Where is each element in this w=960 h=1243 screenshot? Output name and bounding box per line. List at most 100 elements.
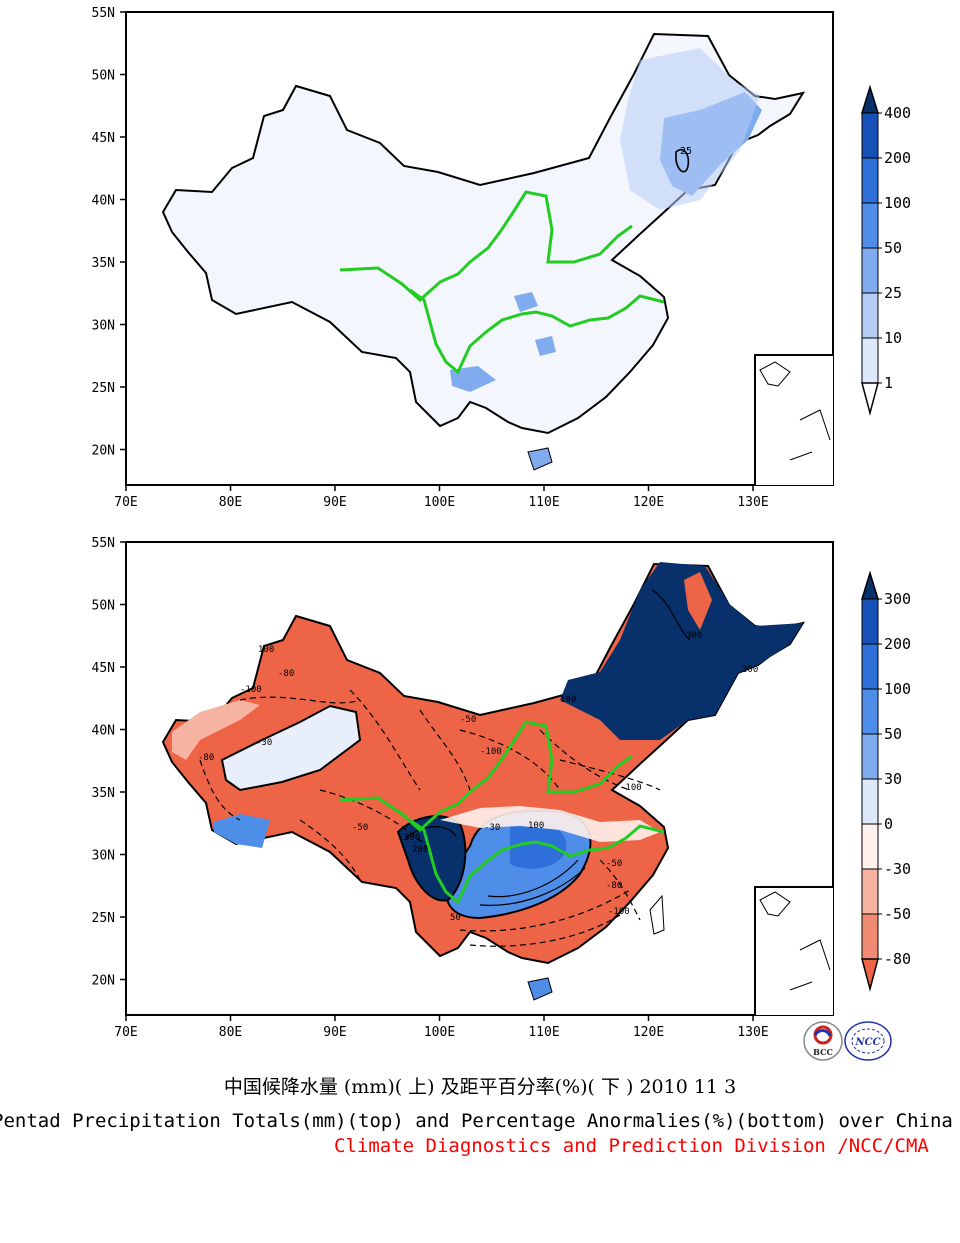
solid-contours [403,589,691,906]
lon-tick-label: 90E [323,495,346,510]
colorbar-min-arrow [861,382,879,416]
contour-25-top [675,148,690,173]
lat-tick-label: 30N [92,319,115,334]
contour-label: 100 [528,821,544,831]
colorbar-label: 200 [884,635,911,653]
colorbar-segment [861,598,879,645]
lon-tick-label: 100E [424,495,455,510]
inset-coastline-anomaly [759,891,831,991]
colorbar-label: 100 [884,680,911,698]
colorbar-label: -30 [884,860,911,878]
lon-tick-label: 100E [424,1025,455,1040]
contour-label: -80 [606,881,622,891]
contour-label: 100 [258,645,274,655]
precip-shade-central [514,292,538,312]
lat-tick-label: 55N [92,536,115,551]
precip-shade-hainan [527,447,553,471]
precipitation-totals-map: 25 55N 50N 45N 40N 35N 30N 25N 20N 70E 80E 90E 100… [92,6,912,510]
lon-tick-label: 120E [633,1025,664,1040]
colorbar-label: 50 [884,725,902,743]
lon-tick-label: 120E [633,495,664,510]
contour-label: -50 [352,823,368,833]
contour-label-top: 25 [680,146,692,157]
anomaly-northwest-pale [172,700,260,760]
lon-tick-label: 70E [114,1025,137,1040]
colorbar-segment [861,202,879,249]
top-colorbar: 400 200 100 50 25 10 1 [860,84,911,416]
contour-label: -30 [484,823,500,833]
lat-tick-label: 45N [92,131,115,146]
colorbar-segment [861,643,879,690]
anomaly-pale-zone [440,806,660,842]
lat-tick-label: 35N [92,256,115,271]
colorbar-segment [861,733,879,780]
precip-shade-light-northeast [620,48,760,210]
inset-coastline [759,361,831,461]
colorbar-segment [861,913,879,960]
english-title: Pentad Precipitation Totals(mm)(top) and… [0,1110,953,1132]
colorbar-label: 200 [884,149,911,167]
yangtze-river [409,288,665,375]
lon-tick-label: 90E [323,1025,346,1040]
lat-tick-label: 20N [92,444,115,459]
svg-text:NCC: NCC [854,1037,880,1048]
anomaly-taiwan [649,894,665,935]
colorbar-label: 50 [884,239,902,257]
colorbar-label: -80 [884,950,911,968]
anomaly-northeast-positive [560,562,803,740]
contour-label: 300 [686,631,702,641]
contour-label: 50 [450,913,461,923]
credit-line: Climate Diagnostics and Prediction Divis… [334,1135,929,1157]
svg-text:BCC: BCC [813,1047,833,1057]
contour-label: -50 [460,715,476,725]
lat-tick-label: 40N [92,724,115,739]
yangtze-river-anomaly [409,818,665,905]
colorbar-max-arrow [860,84,880,114]
anomaly-central-dark [510,823,567,869]
colorbar-min-arrow [861,958,879,992]
lat-tick-label: 35N [92,786,115,801]
contour-label: -100 [240,685,262,695]
colorbar-label: 10 [884,329,902,347]
colorbar-label: 0 [884,815,893,833]
contour-label: 300 [742,665,758,675]
precip-shade-sichuan [535,336,556,356]
contour-label: -100 [608,907,630,917]
colorbar-label: 30 [884,770,902,788]
colorbar-segment [861,868,879,915]
contour-label: 300 [404,833,420,843]
anomaly-west-light [220,704,362,792]
colorbar-label: 100 [884,194,911,212]
lat-tick-label: 55N [92,6,115,21]
bcc-logo: BCC [803,1021,843,1061]
colorbar-segment [861,688,879,735]
colorbar-label: -50 [884,905,911,923]
lat-tick-label: 20N [92,974,115,989]
lon-tick-label: 110E [528,1025,559,1040]
yellow-river-anomaly [339,720,633,833]
lat-tick-label: 25N [92,911,115,926]
precipitation-anomaly-map: 100 -80 -100 -30 -50 300 200 100 300 300… [92,536,912,1040]
anomaly-northeast-notch [684,572,712,630]
lon-tick-label: 110E [528,495,559,510]
yellow-river [339,190,633,303]
contour-label: -30 [256,738,272,748]
colorbar-segment [861,112,879,159]
contour-label: -50 [606,859,622,869]
south-china-sea-inset-anomaly [754,886,833,1015]
colorbar-segment [861,157,879,204]
ncc-logo: NCC [844,1021,892,1061]
south-china-sea-inset [754,354,833,485]
contour-label: 200 [412,845,428,855]
contour-label: -100 [620,783,642,793]
lat-tick-label: 50N [92,69,115,84]
colorbar-label: 300 [884,590,911,608]
lon-tick-label: 80E [219,1025,242,1040]
colorbar-label: 25 [884,284,902,302]
contour-label: -100 [480,747,502,757]
lat-tick-label: 40N [92,194,115,209]
precip-shade-southwest [450,366,496,392]
lat-tick-label: 45N [92,661,115,676]
